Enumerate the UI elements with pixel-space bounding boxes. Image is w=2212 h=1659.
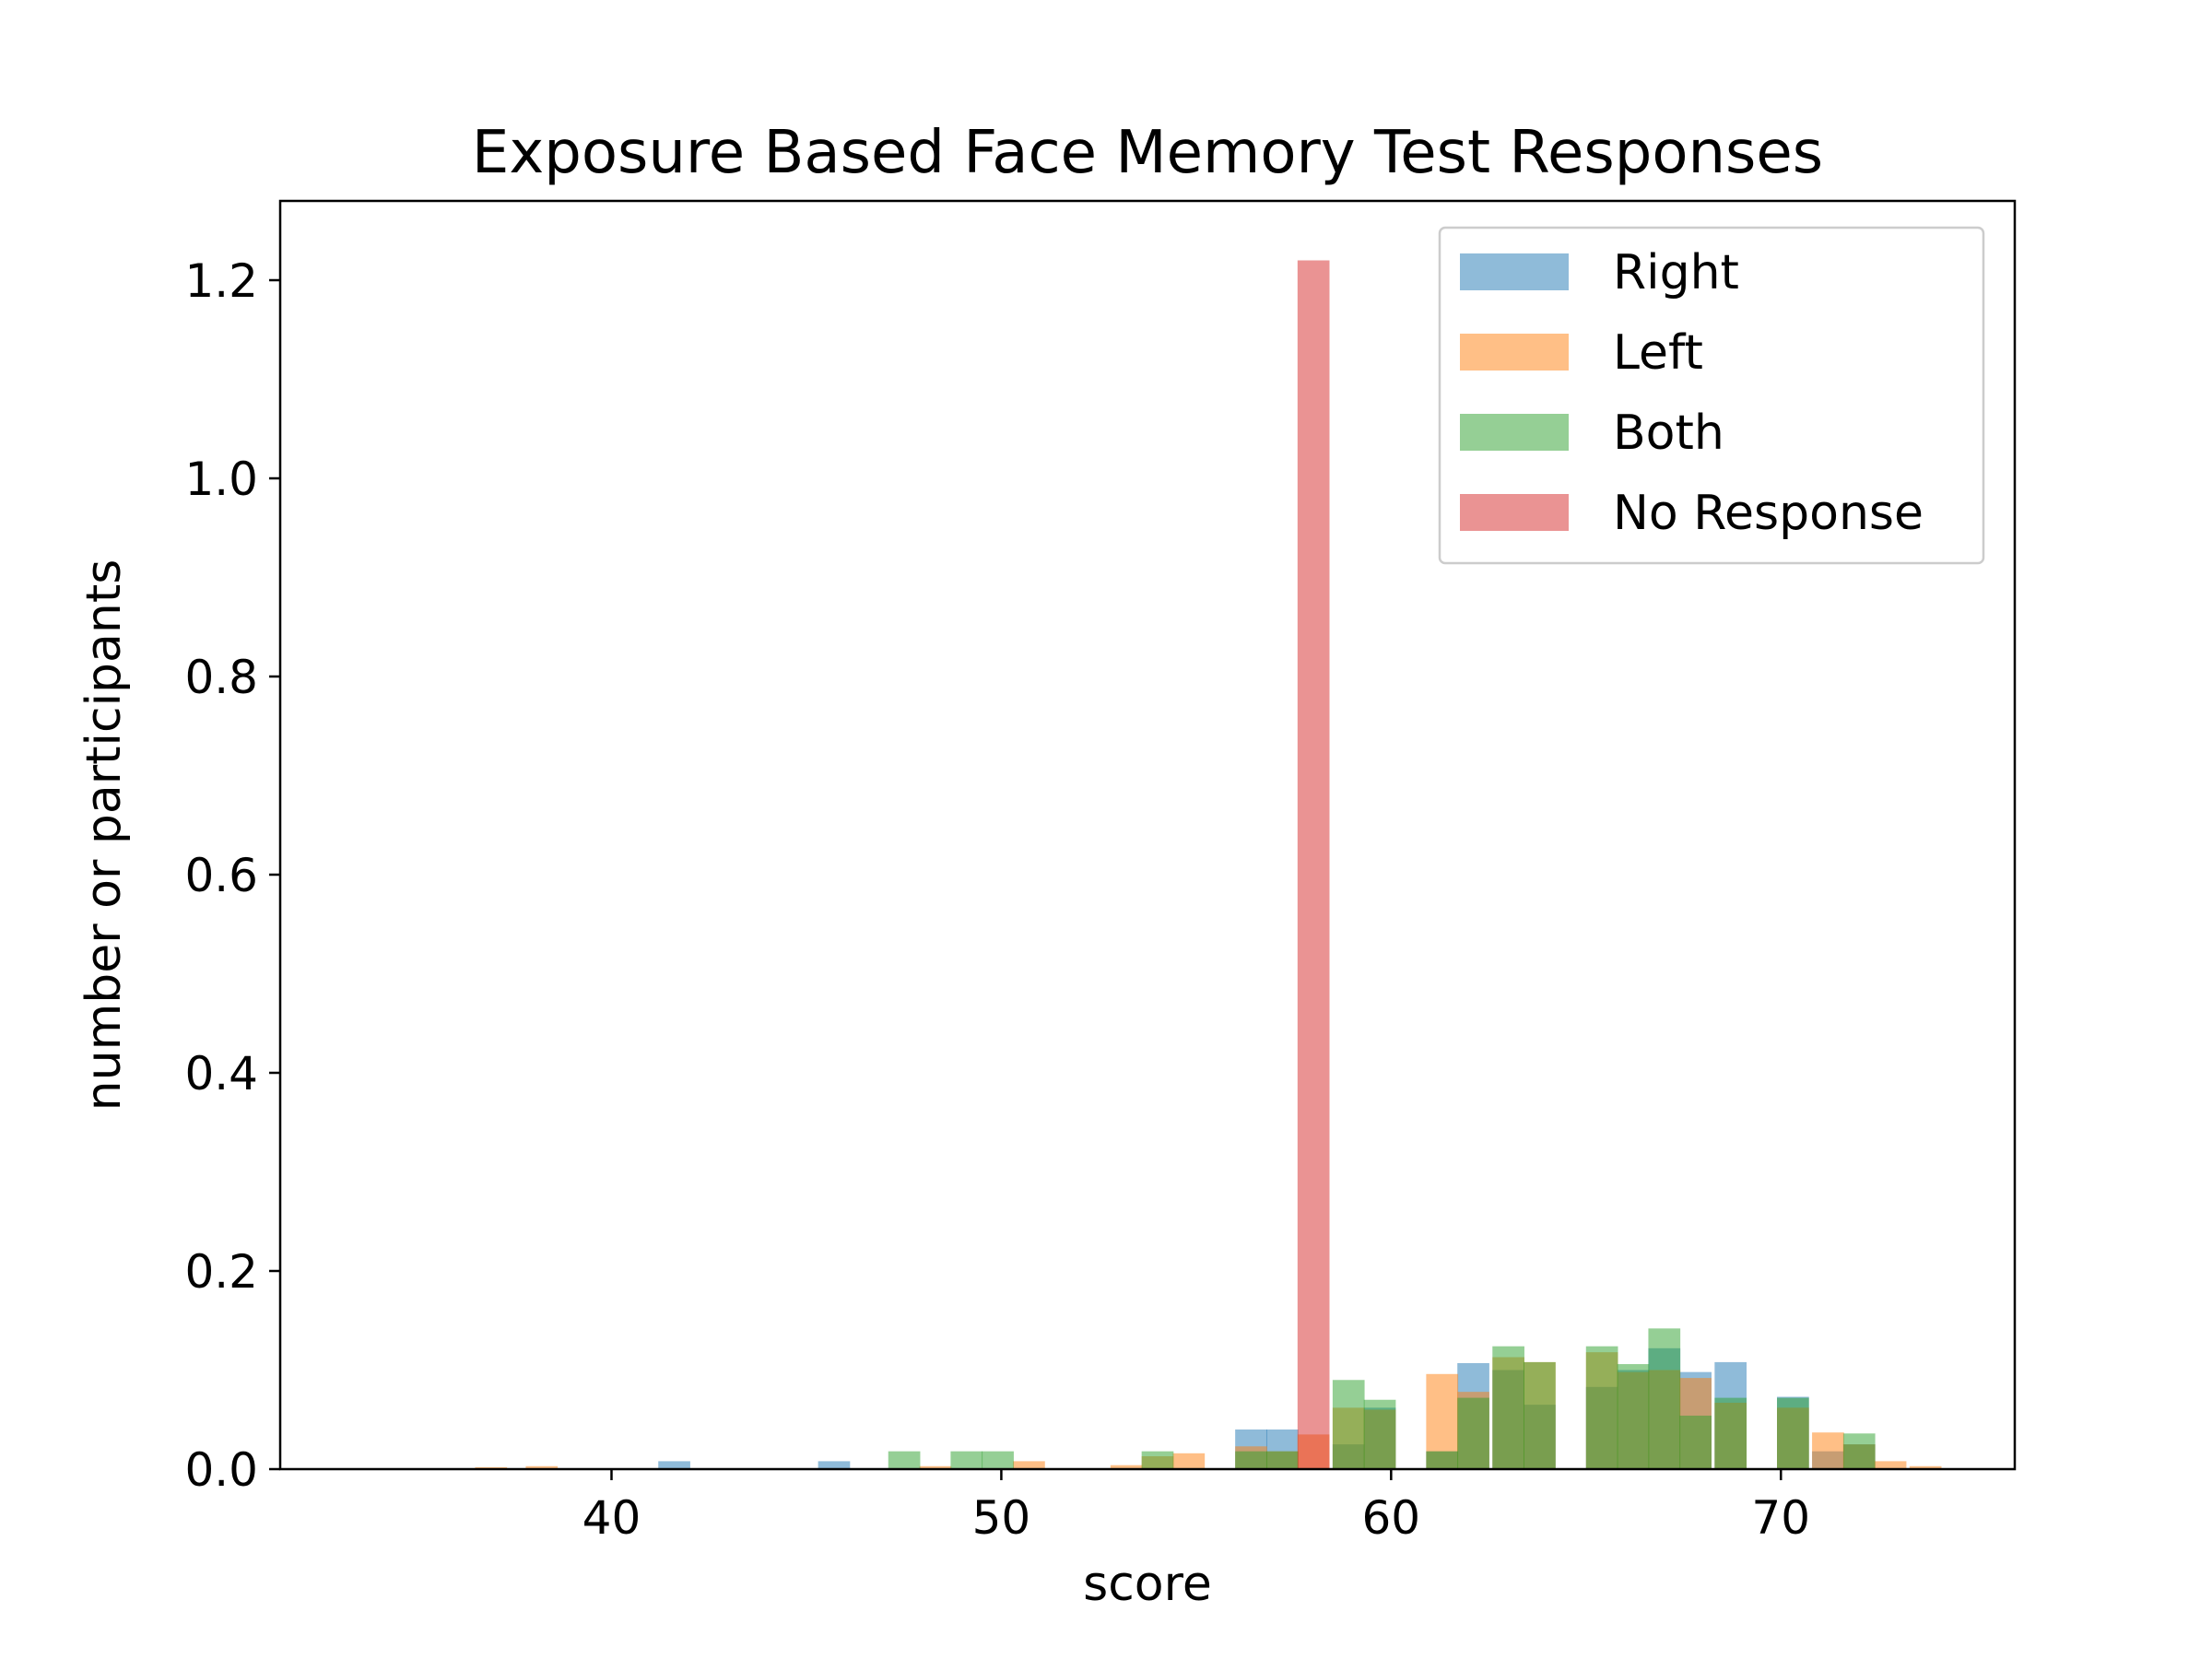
y-tick-label: 1.0 [184, 453, 258, 506]
bar-both-5 [1265, 1451, 1299, 1469]
y-tick-label: 0.8 [184, 651, 258, 704]
y-axis-label: number or participants [76, 559, 132, 1112]
bar-both-18 [1842, 1433, 1876, 1469]
bar-right-0 [658, 1461, 690, 1469]
bar-right-1 [818, 1461, 851, 1469]
bar-both-11 [1524, 1361, 1556, 1469]
bar-left-1 [525, 1465, 559, 1469]
legend: Right Left Both No Response [1438, 226, 1985, 565]
legend-swatch-left [1460, 334, 1569, 371]
y-axis-ticks: 0.0 0.2 0.4 0.6 0.8 1.0 1.2 [184, 254, 280, 1497]
y-tick-label: 1.2 [184, 254, 258, 308]
bars-layer [475, 260, 1942, 1470]
bar-both-7 [1363, 1399, 1396, 1469]
bar-both-2 [982, 1451, 1014, 1469]
bar-left-25 [1909, 1465, 1942, 1469]
plot-frame [278, 199, 2017, 1471]
legend-swatch-right [1460, 253, 1569, 290]
bar-both-3 [1141, 1451, 1174, 1469]
y-tick-label: 0.2 [184, 1245, 258, 1299]
legend-label-both: Both [1613, 406, 1724, 461]
x-axis-ticks: 40 50 60 70 [582, 1469, 1810, 1545]
bar-no-response-0 [1297, 260, 1330, 1469]
bar-both-16 [1714, 1397, 1747, 1469]
y-tick-label: 0.0 [184, 1443, 258, 1497]
legend-label-right: Right [1613, 245, 1739, 300]
bar-both-10 [1492, 1346, 1524, 1469]
x-axis-label: score [1083, 1557, 1212, 1612]
bar-both-14 [1648, 1328, 1681, 1469]
bar-both-15 [1679, 1415, 1712, 1469]
bar-left-3 [1013, 1461, 1045, 1469]
x-tick-label: 50 [972, 1491, 1031, 1545]
bar-both-13 [1617, 1364, 1650, 1469]
legend-box [1438, 226, 1985, 565]
bar-both-4 [1235, 1451, 1267, 1469]
legend-label-no-response: No Response [1613, 486, 1924, 541]
bar-both-0 [888, 1451, 921, 1469]
legend-swatch-no-response [1460, 494, 1569, 531]
y-tick-label: 0.4 [184, 1047, 258, 1100]
bar-left-6 [1172, 1453, 1206, 1469]
legend-label-left: Left [1613, 325, 1703, 381]
bar-both-1 [950, 1451, 983, 1469]
bar-both-9 [1457, 1397, 1489, 1469]
bar-left-4 [1110, 1465, 1143, 1469]
y-tick-label: 0.6 [184, 849, 258, 902]
x-tick-label: 70 [1751, 1491, 1810, 1545]
bar-both-6 [1332, 1380, 1365, 1469]
bar-left-24 [1874, 1461, 1907, 1469]
legend-swatch-both [1460, 414, 1569, 451]
bar-left-2 [919, 1465, 952, 1469]
x-tick-label: 60 [1362, 1491, 1421, 1545]
bar-both-12 [1585, 1346, 1618, 1469]
bar-both-8 [1426, 1451, 1459, 1469]
chart-title: Exposure Based Face Memory Test Response… [472, 119, 1823, 187]
bar-left-22 [1812, 1432, 1844, 1469]
bar-both-17 [1777, 1397, 1809, 1469]
x-tick-label: 40 [582, 1491, 641, 1545]
